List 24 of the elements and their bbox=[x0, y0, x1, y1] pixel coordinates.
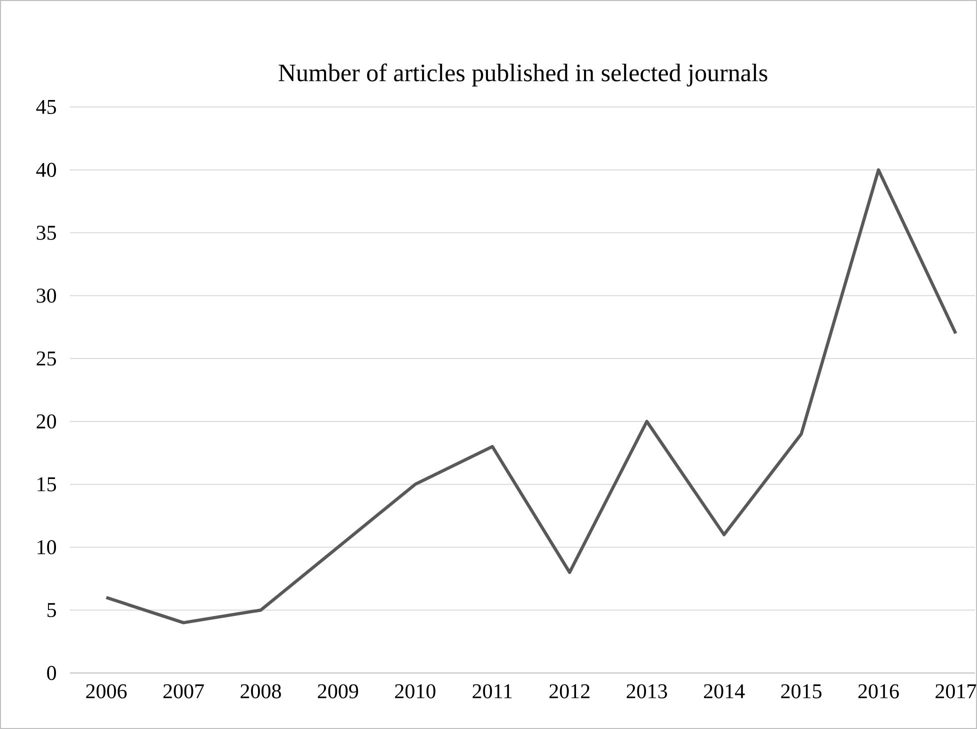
chart-title: Number of articles published in selected journals bbox=[278, 64, 768, 86]
y-tick-label: 35 bbox=[36, 226, 56, 240]
y-tick-label: 5 bbox=[48, 603, 56, 618]
y-tick-label: 0 bbox=[47, 666, 56, 680]
line-series bbox=[104, 168, 958, 624]
x-tick-label: 2010 bbox=[395, 684, 436, 698]
x-tick-label: 2013 bbox=[626, 684, 668, 698]
y-tick-label: 25 bbox=[36, 351, 56, 366]
x-tick-label: 2012 bbox=[550, 684, 590, 698]
x-tick-label: 2015 bbox=[781, 684, 822, 698]
y-tick-label: 15 bbox=[38, 477, 56, 492]
x-tick-label: 2014 bbox=[704, 684, 745, 698]
y-tick-label: 10 bbox=[38, 540, 56, 554]
x-tick-label: 2017 bbox=[936, 684, 976, 698]
y-tick-label: 20 bbox=[36, 414, 56, 429]
x-tick-label: 2011 bbox=[472, 684, 512, 698]
y-tick-label: 40 bbox=[36, 162, 56, 177]
x-tick-label: 2008 bbox=[240, 684, 281, 698]
x-tick-label: 2016 bbox=[858, 684, 899, 698]
x-tick-label: 2007 bbox=[163, 684, 204, 698]
x-tick-label: 2009 bbox=[318, 684, 358, 698]
x-tick-label: 2006 bbox=[86, 684, 127, 698]
y-tick-label: 30 bbox=[36, 288, 56, 303]
y-tick-label: 45 bbox=[36, 100, 56, 114]
